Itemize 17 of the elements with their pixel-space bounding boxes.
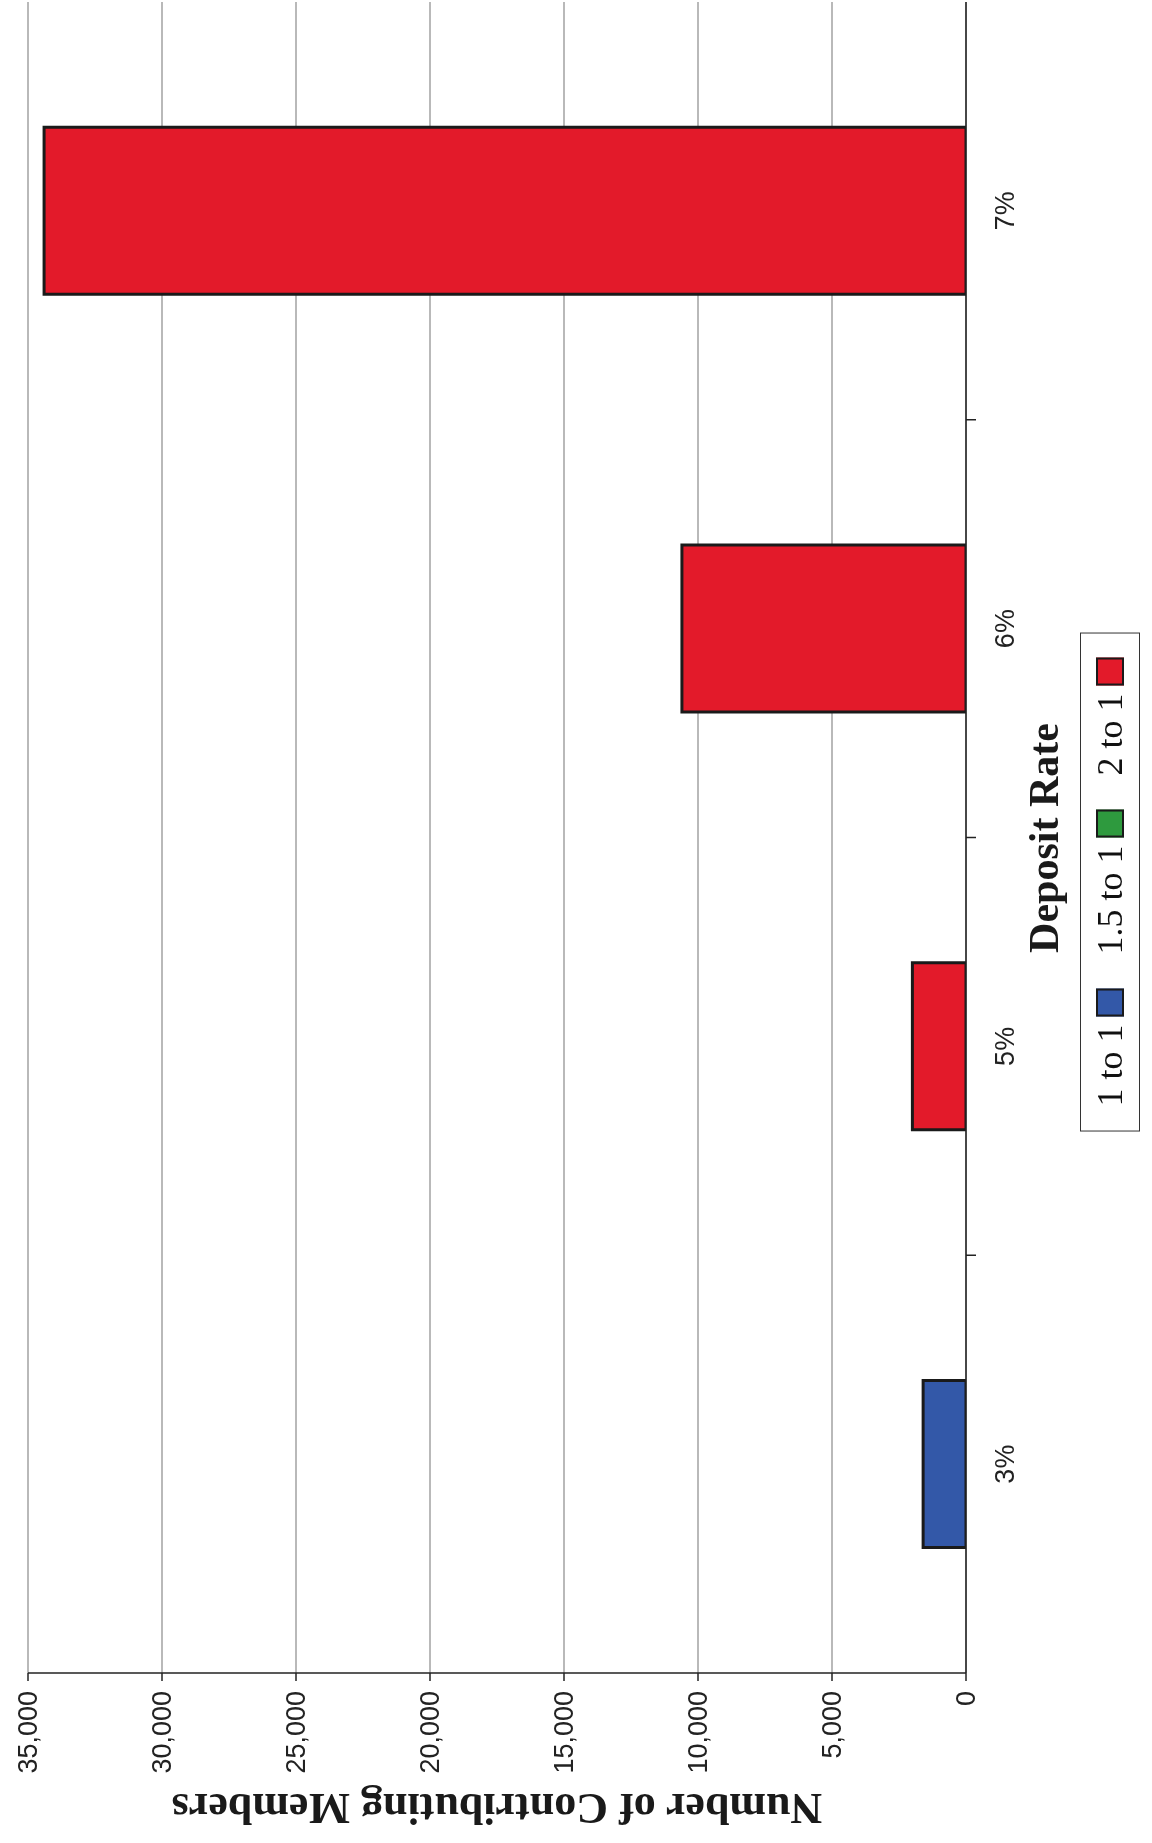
legend-label: 1.5 to 1	[1090, 845, 1130, 955]
x-axis-title: Number of Contributing Members	[171, 1784, 823, 1833]
x-tick-label: 5,000	[817, 1691, 847, 1759]
x-tick-label: 0	[951, 1691, 981, 1707]
legend-label: 1 to 1	[1090, 1024, 1130, 1107]
y-axis-title: Deposit Rate	[1021, 722, 1067, 953]
x-tick-label: 15,000	[549, 1691, 579, 1774]
x-tick-label: 20,000	[415, 1691, 445, 1774]
x-tick-label: 10,000	[683, 1691, 713, 1774]
y-tick-label: 7%	[990, 191, 1020, 231]
y-tick-label: 5%	[990, 1026, 1020, 1066]
x-tick-label: 30,000	[147, 1691, 177, 1774]
x-tick-label: 35,000	[13, 1691, 43, 1774]
legend-label: 2 to 1	[1090, 693, 1130, 776]
x-tick-label: 25,000	[281, 1691, 311, 1774]
y-tick-label: 3%	[990, 1444, 1020, 1484]
y-tick-label: 6%	[990, 609, 1020, 649]
